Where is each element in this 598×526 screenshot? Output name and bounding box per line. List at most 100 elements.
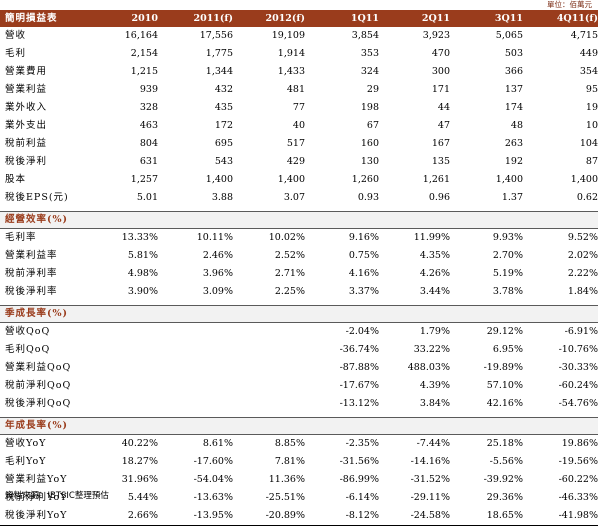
- value-cell: -60.22%: [558, 474, 598, 485]
- value-cell: 3,854: [351, 30, 379, 41]
- value-cell: 5,065: [495, 30, 523, 41]
- income-row: 營業利益 939 432 481 29 171 137 95: [0, 81, 598, 99]
- value-cell: 2.52%: [274, 250, 305, 261]
- value-cell: -36.74%: [339, 344, 379, 355]
- value-cell: 95: [585, 84, 598, 95]
- value-cell: 481: [286, 84, 305, 95]
- value-cell: -87.88%: [339, 362, 379, 373]
- value-cell: -10.76%: [558, 344, 598, 355]
- value-cell: -60.24%: [558, 380, 598, 391]
- row-label: 毛利YoY: [5, 456, 47, 467]
- value-cell: 2,154: [130, 48, 158, 59]
- value-cell: 160: [360, 138, 379, 149]
- yoy-row: 稅後淨利YoY 2.66% -13.95% -20.89% -8.12% -24.58% 1…: [0, 507, 598, 526]
- row-label: 營收: [5, 30, 27, 41]
- value-cell: 1,215: [130, 66, 158, 77]
- source-note: 資料來源：IBTSIC整理預估: [5, 491, 109, 501]
- value-cell: 130: [360, 156, 379, 167]
- value-cell: [158, 323, 233, 342]
- value-cell: 353: [360, 48, 379, 59]
- value-cell: 1,260: [351, 174, 379, 185]
- value-cell: [158, 395, 233, 413]
- value-cell: 4.26%: [419, 268, 450, 279]
- row-label: 營收YoY: [5, 438, 47, 449]
- row-label: 稅後淨利: [5, 156, 48, 167]
- value-cell: -2.04%: [345, 326, 379, 337]
- value-cell: 366: [504, 66, 523, 77]
- value-cell: 44: [437, 102, 450, 113]
- value-cell: -17.67%: [339, 380, 379, 391]
- row-label: 毛利: [5, 48, 27, 59]
- value-cell: -2.35%: [345, 438, 379, 449]
- margin-row: 稅後淨利率 3.90% 3.09% 2.25% 3.37% 3.44% 3.78% 1.84%: [0, 283, 598, 301]
- section-filler: [523, 417, 598, 435]
- value-cell: 1,914: [277, 48, 305, 59]
- section-filler: [158, 417, 233, 435]
- value-cell: 429: [286, 156, 305, 167]
- row-label: 業外收入: [5, 102, 48, 113]
- value-cell: 4.16%: [348, 268, 379, 279]
- value-cell: 1,257: [130, 174, 158, 185]
- value-cell: 3.84%: [419, 398, 450, 409]
- section-header: 經營效率(%): [0, 211, 598, 229]
- income-row: 營收 16,164 17,556 19,109 3,854 3,923 5,065 4,715: [0, 27, 598, 45]
- value-cell: -31.56%: [339, 456, 379, 467]
- income-row: 營業費用 1,215 1,344 1,433 324 300 366 354: [0, 63, 598, 81]
- value-cell: 33.22%: [413, 344, 450, 355]
- section-filler: [450, 305, 523, 323]
- value-cell: -19.89%: [483, 362, 523, 373]
- value-cell: 3.96%: [202, 268, 233, 279]
- value-cell: 3.90%: [127, 286, 158, 297]
- section-filler: [523, 305, 598, 323]
- value-cell: 6.95%: [492, 344, 523, 355]
- value-cell: -24.58%: [379, 507, 450, 526]
- qoq-row: 毛利QoQ -36.74% 33.22% 6.95% -10.76%: [0, 341, 598, 359]
- section-filler: [523, 211, 598, 229]
- value-cell: 29.36%: [486, 492, 523, 503]
- value-cell: -41.98%: [523, 507, 598, 526]
- row-label: 稅後淨利QoQ: [5, 398, 72, 409]
- value-cell: 3.44%: [419, 286, 450, 297]
- value-cell: 0.62: [576, 192, 598, 203]
- value-cell: 11.99%: [413, 232, 450, 243]
- value-cell: -13.63%: [193, 492, 233, 503]
- value-cell: 695: [214, 138, 233, 149]
- section-filler: [233, 211, 305, 229]
- value-cell: 432: [214, 84, 233, 95]
- value-cell: 324: [360, 66, 379, 77]
- value-cell: 503: [504, 48, 523, 59]
- row-label: 毛利QoQ: [5, 344, 51, 355]
- value-cell: -13.12%: [339, 398, 379, 409]
- margin-row: 稅前淨利率 4.98% 3.96% 2.71% 4.16% 4.26% 5.19% 2.22%: [0, 265, 598, 283]
- section-filler: [450, 211, 523, 229]
- value-cell: 9.52%: [567, 232, 598, 243]
- value-cell: 18.65%: [450, 507, 523, 526]
- section-filler: [379, 305, 450, 323]
- value-cell: 198: [360, 102, 379, 113]
- value-cell: 1.79%: [419, 326, 450, 337]
- value-cell: 804: [139, 138, 158, 149]
- section-filler: [100, 417, 158, 435]
- value-cell: 3.88: [211, 192, 233, 203]
- income-row: 股本 1,257 1,400 1,400 1,260 1,261 1,400 1,400: [0, 171, 598, 189]
- value-cell: 4,715: [570, 30, 598, 41]
- value-cell: 2.66%: [100, 507, 158, 526]
- section-header: 年成長率(%): [0, 417, 598, 435]
- value-cell: -17.60%: [193, 456, 233, 467]
- value-cell: 8.85%: [274, 438, 305, 449]
- value-cell: 2.22%: [567, 268, 598, 279]
- section-filler: [379, 211, 450, 229]
- value-cell: 449: [579, 48, 598, 59]
- income-statement-table: 簡明損益表 2010 2011(f) 2012(f) 1Q11 2Q11 3Q11 4Q11(…: [0, 10, 598, 526]
- income-row: 業外支出 463 172 40 67 47 48 10: [0, 117, 598, 135]
- value-cell: [158, 377, 233, 395]
- row-label: 股本: [5, 174, 27, 185]
- value-cell: 16,164: [124, 30, 158, 41]
- value-cell: -54.76%: [558, 398, 598, 409]
- income-row: 業外收入 328 435 77 198 44 174 19: [0, 99, 598, 117]
- value-cell: -86.99%: [339, 474, 379, 485]
- value-cell: -46.33%: [558, 492, 598, 503]
- income-row: 稅前利益 804 695 517 160 167 263 104: [0, 135, 598, 153]
- value-cell: 172: [214, 120, 233, 131]
- value-cell: 328: [139, 102, 158, 113]
